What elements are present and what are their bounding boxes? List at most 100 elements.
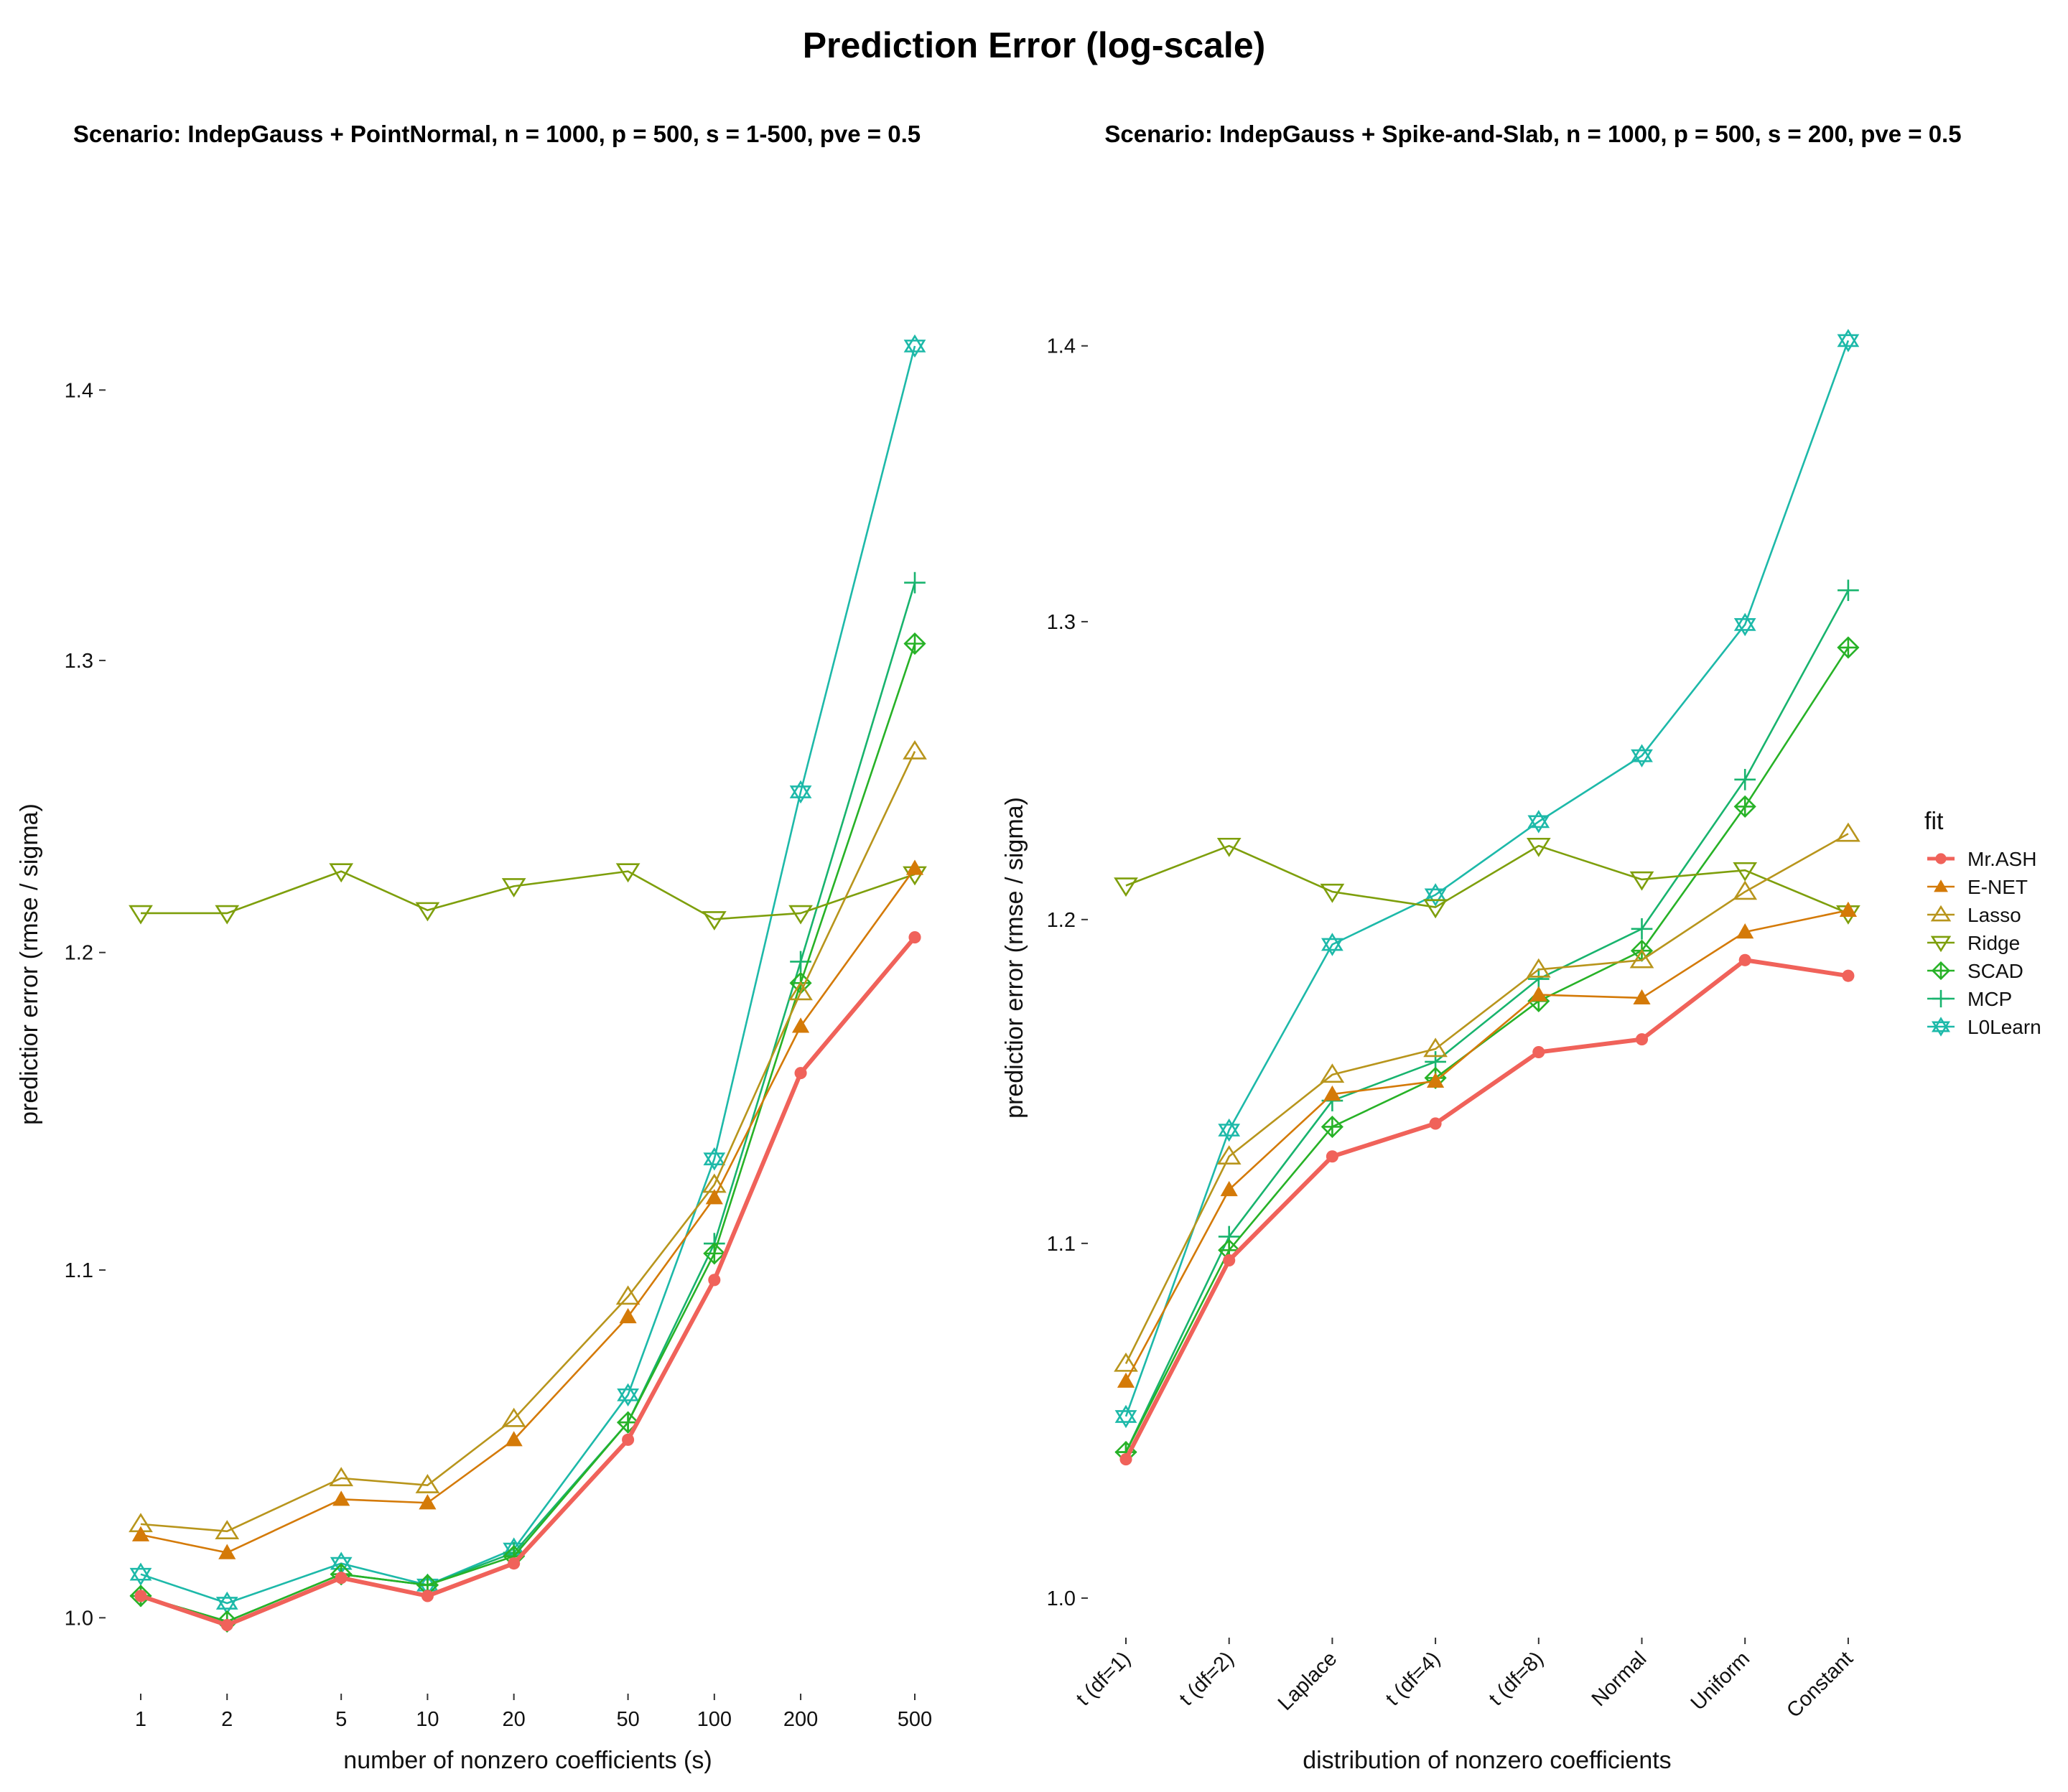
data-point-mcp xyxy=(1734,768,1756,790)
series-lasso xyxy=(129,739,927,1539)
data-point-ridge xyxy=(1629,871,1654,891)
series-e-net xyxy=(1117,901,1857,1388)
legend-marker-mr-ash xyxy=(1935,853,1947,864)
x-tick-label: 2 xyxy=(221,1708,233,1731)
data-point-ridge xyxy=(415,902,440,922)
series-scad xyxy=(129,632,926,1633)
data-point-e-net xyxy=(1736,923,1754,939)
legend-item-lasso: Lasso xyxy=(1927,904,2021,926)
figure-title: Prediction Error (log-scale) xyxy=(803,25,1266,65)
series-line-ridge xyxy=(1125,844,1849,915)
series-line-scad xyxy=(140,643,916,1623)
panel-title: Scenario: IndepGauss + Spike-and-Slab, n… xyxy=(1104,121,1961,147)
series-scad xyxy=(1114,636,1860,1464)
data-point-ridge xyxy=(129,905,153,925)
series-mcp xyxy=(1115,579,1859,1463)
data-point-ridge xyxy=(702,911,727,930)
data-point-mr-ash xyxy=(1429,1117,1442,1130)
data-point-lasso xyxy=(215,1520,240,1539)
data-point-lasso xyxy=(415,1474,440,1493)
series-ridge xyxy=(1114,837,1860,925)
series-line-mcp xyxy=(140,582,916,1623)
data-point-e-net xyxy=(1633,989,1651,1005)
legend-item-scad: SCAD xyxy=(1927,960,2023,982)
legend-marker-lasso xyxy=(1930,905,1952,922)
legend-marker-ridge xyxy=(1930,935,1952,953)
data-point-mr-ash xyxy=(908,931,921,944)
x-tick-label: Constant xyxy=(1782,1647,1858,1722)
data-point-e-net xyxy=(131,1526,150,1541)
data-point-l0learn xyxy=(1218,1118,1241,1142)
x-tick-label: Laplace xyxy=(1274,1647,1341,1714)
data-point-lasso xyxy=(1216,1145,1242,1165)
data-point-e-net xyxy=(1323,1085,1341,1101)
legend-item-l0learn: L0Learn xyxy=(1927,1016,2041,1038)
data-point-ridge xyxy=(1423,899,1448,919)
legend-label: Mr.ASH xyxy=(1967,848,2036,870)
panel-title: Scenario: IndepGauss + PointNormal, n = … xyxy=(73,121,921,147)
data-point-mr-ash xyxy=(1532,1045,1545,1059)
x-tick-label: 100 xyxy=(697,1708,732,1731)
data-point-ridge xyxy=(329,863,354,883)
y-tick-label: 1.0 xyxy=(1047,1587,1076,1610)
legend-label: SCAD xyxy=(1967,960,2023,982)
series-mr-ash xyxy=(1119,953,1855,1466)
data-point-mr-ash xyxy=(708,1274,721,1287)
data-point-lasso xyxy=(1526,958,1551,978)
x-tick-label: 50 xyxy=(616,1708,639,1731)
y-tick-label: 1.4 xyxy=(1047,335,1076,358)
series-line-ridge xyxy=(141,870,916,920)
data-point-scad xyxy=(903,632,926,655)
legend-item-ridge: Ridge xyxy=(1927,932,2020,954)
legend-label: E-NET xyxy=(1967,876,2028,898)
data-point-l0learn xyxy=(1321,933,1343,956)
data-point-ridge xyxy=(1733,862,1758,882)
data-point-mcp xyxy=(1838,579,1859,602)
x-tick-label: 1 xyxy=(135,1708,146,1731)
x-tick-label: Uniform xyxy=(1687,1647,1754,1714)
data-point-e-net xyxy=(419,1494,437,1510)
y-tick-label: 1.2 xyxy=(65,942,93,965)
y-tick-label: 1.0 xyxy=(65,1607,93,1630)
data-point-lasso xyxy=(788,981,813,1001)
series-line-lasso xyxy=(140,751,916,1533)
data-point-scad xyxy=(1837,636,1860,659)
legend-item-mcp: MCP xyxy=(1927,988,2012,1010)
data-point-l0learn xyxy=(789,780,812,804)
x-tick-label: t (df=1) xyxy=(1072,1647,1135,1710)
data-point-mr-ash xyxy=(220,1618,233,1632)
y-tick-label: 1.1 xyxy=(65,1259,93,1282)
data-point-scad xyxy=(616,1411,640,1434)
data-point-l0learn xyxy=(1631,744,1653,767)
series-line-lasso xyxy=(1124,833,1849,1365)
x-tick-label: 20 xyxy=(503,1708,526,1731)
data-point-e-net xyxy=(905,859,924,875)
data-point-l0learn xyxy=(1733,612,1756,637)
series-line-scad xyxy=(1124,647,1849,1453)
data-point-mr-ash xyxy=(508,1557,521,1570)
data-point-mr-ash xyxy=(421,1590,434,1602)
y-axis-label: predictior error (rmse / sigma) xyxy=(16,803,43,1125)
series-l0learn xyxy=(129,334,926,1615)
data-point-ridge xyxy=(1216,837,1242,857)
data-point-e-net xyxy=(705,1189,723,1205)
legend-title: fit xyxy=(1924,808,1944,835)
y-tick-label: 1.3 xyxy=(65,650,93,673)
data-point-ridge xyxy=(788,905,813,925)
series-line-e-net xyxy=(1124,909,1849,1382)
legend-marker-e-net xyxy=(1934,879,1948,892)
data-point-e-net xyxy=(1220,1180,1238,1197)
legend: fit Mr.ASH E-NET Lasso Ridge SCAD MCP L0Learn xyxy=(1924,808,2041,1038)
legend-label: Ridge xyxy=(1967,932,2020,954)
x-axis-label: number of nonzero coefficients (s) xyxy=(343,1747,712,1774)
data-point-l0learn xyxy=(1837,329,1860,353)
data-point-lasso xyxy=(1733,880,1758,900)
series-line-mr-ash xyxy=(1124,958,1849,1460)
x-tick-label: 10 xyxy=(416,1708,439,1731)
data-point-ridge xyxy=(1526,837,1551,857)
data-point-scad xyxy=(1733,795,1756,818)
data-point-e-net xyxy=(791,1017,810,1033)
data-point-mcp xyxy=(1631,918,1653,940)
data-point-lasso xyxy=(1836,822,1860,842)
data-point-ridge xyxy=(615,863,641,883)
